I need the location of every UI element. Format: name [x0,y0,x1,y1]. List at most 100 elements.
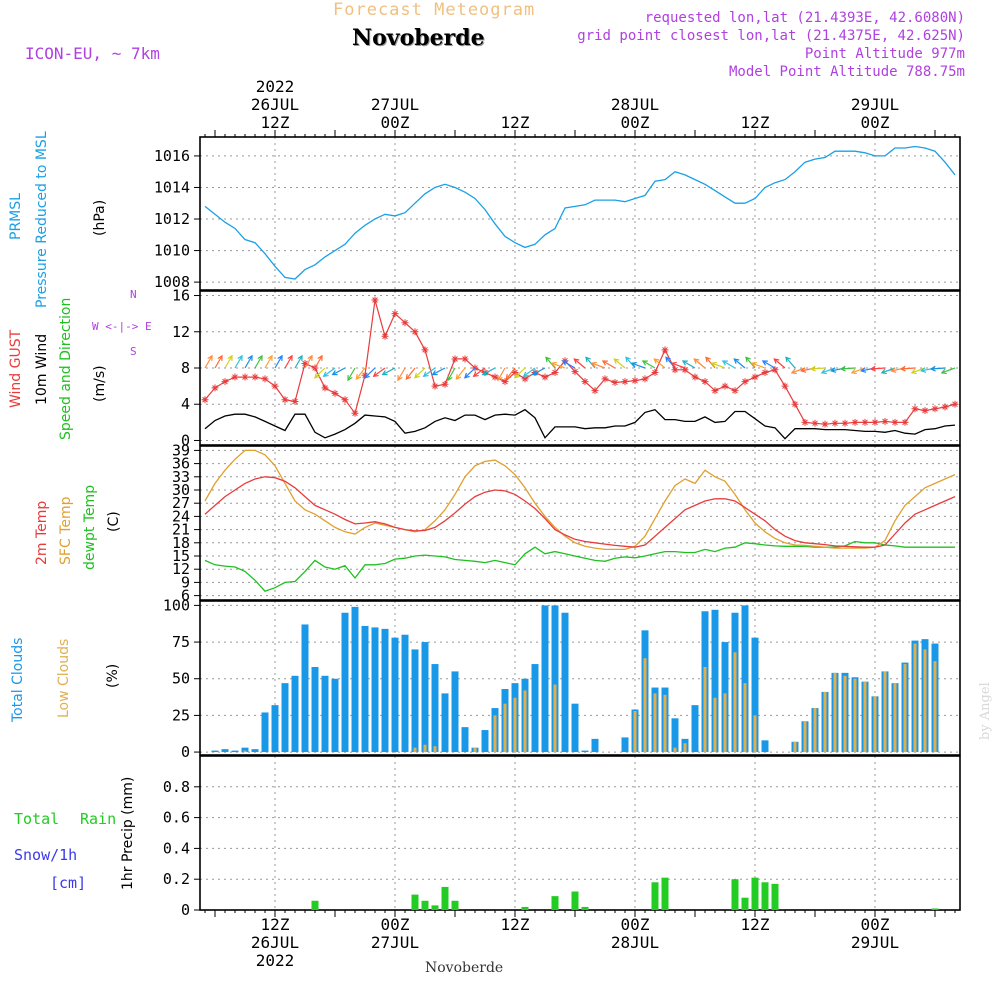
panel-frame [199,136,961,291]
wind-direction-arrow [930,367,946,370]
total-clouds-bar [691,705,699,753]
wind-direction-arrow [665,356,676,369]
total-clouds-bar [751,637,759,753]
pressure-label-prmsl: PRMSL [8,193,24,240]
wind-arrow-head [331,370,338,376]
total-clouds-bar [231,750,239,753]
wind-direction-arrow [464,367,476,379]
y-tick-label: 75 [172,633,190,651]
gust-marker [881,417,889,425]
wind-arrow-head [809,365,816,372]
gust-marker [741,378,749,386]
gust-marker [511,369,519,377]
gust-marker [841,419,849,427]
time-label-bottom: 00Z [861,915,890,934]
total-clouds-bar [761,740,769,753]
wind-direction-arrow [364,367,376,379]
total-clouds-bar [591,738,599,753]
wind-direction-arrow [773,358,786,369]
y-tick-label: 30 [172,481,190,499]
total-clouds-bar [281,683,289,753]
gust-marker [821,420,829,428]
gust-marker [231,373,239,381]
wind-direction-arrow [214,355,223,369]
gust-marker [621,378,629,386]
y-tick-label: 33 [172,468,190,486]
total-clouds-bar [371,627,379,753]
wind-speed-dir-label: Speed and Direction [58,297,74,440]
wind-direction-arrow [264,355,273,369]
wind-arrow-head [307,354,313,361]
wind-arrow-head [585,356,591,363]
wind-arrow-head [910,368,917,375]
rain-bar [761,882,769,910]
wind-gust-label: Wind GUST [8,329,24,408]
panel-frame [199,445,961,601]
precip-snow-label: Snow/1h [14,846,78,864]
wind-direction-arrow [941,367,956,374]
wind-direction-arrow [204,355,213,369]
wind-direction-arrow [373,367,386,377]
total-clouds-bar [421,642,429,753]
time-label-top: 29JUL [851,95,899,114]
total-clouds-bar [321,675,329,753]
wind-direction-arrow [234,355,243,369]
gust-marker [421,346,429,354]
y-tick-label: 16 [172,287,190,305]
gust-marker [251,373,259,381]
wind-arrow-head [641,360,648,366]
wind-direction-arrow [545,356,556,369]
total-clouds-bar [441,693,449,753]
wind-direction-arrow [314,355,323,369]
time-label-top: 00Z [861,113,890,132]
wind-direction-arrow [631,362,646,369]
low-clouds-bar [923,649,927,753]
low-clouds-bar [653,693,657,753]
y-tick-label: 0 [181,901,190,919]
total-clouds-bar [381,628,389,753]
time-label-top: 00Z [621,113,650,132]
wind-arrow-head [860,367,867,373]
wind-arrow-head [561,360,568,366]
wind-arrow-head [899,365,906,372]
gust-marker [601,375,609,383]
clouds-low-label: Low Clouds [56,638,72,718]
gust-marker [911,405,919,413]
y-tick-label: 0 [181,431,190,449]
gust-marker [341,396,349,404]
total-clouds-bar [411,649,419,753]
wind-direction-arrow [473,367,486,377]
precip-rain-label: Rain [80,810,117,828]
wind-direction-arrow [562,360,576,369]
wind-direction-arrow [751,362,766,369]
low-clouds-bar [643,658,647,753]
wind-direction-arrow [682,360,696,369]
wind-direction-arrow [432,367,446,376]
precip-unit-label: 1hr Precip (mm) [120,776,136,890]
time-label-bottom: 2022 [256,951,295,970]
gust-marker [781,382,789,390]
wind-arrow-head [630,361,637,368]
wind-direction-arrow [244,355,253,369]
total-clouds-bar [561,612,569,753]
time-label-top: 27JUL [371,95,419,114]
sfc-temp-line [204,449,956,551]
total-clouds-bar [331,678,339,753]
rain-bar [751,877,759,910]
time-label-top: 00Z [381,113,410,132]
gust-marker [321,384,329,392]
gust-marker [921,407,929,415]
model-label: ICON-EU, ~ 7km [25,44,160,63]
gust-marker [571,368,579,376]
wind-direction-arrow [497,367,506,381]
temp-dewpt-label: dewpt Temp [82,484,98,570]
low-clouds-bar [833,672,837,753]
y-tick-label: 36 [172,455,190,473]
gust-marker [791,400,799,408]
wind-direction-arrow [505,367,516,380]
footer-location: Novoberde [425,960,504,976]
gust-marker [201,396,209,404]
gust-marker [661,346,669,354]
wind-arrow-head [869,365,876,372]
